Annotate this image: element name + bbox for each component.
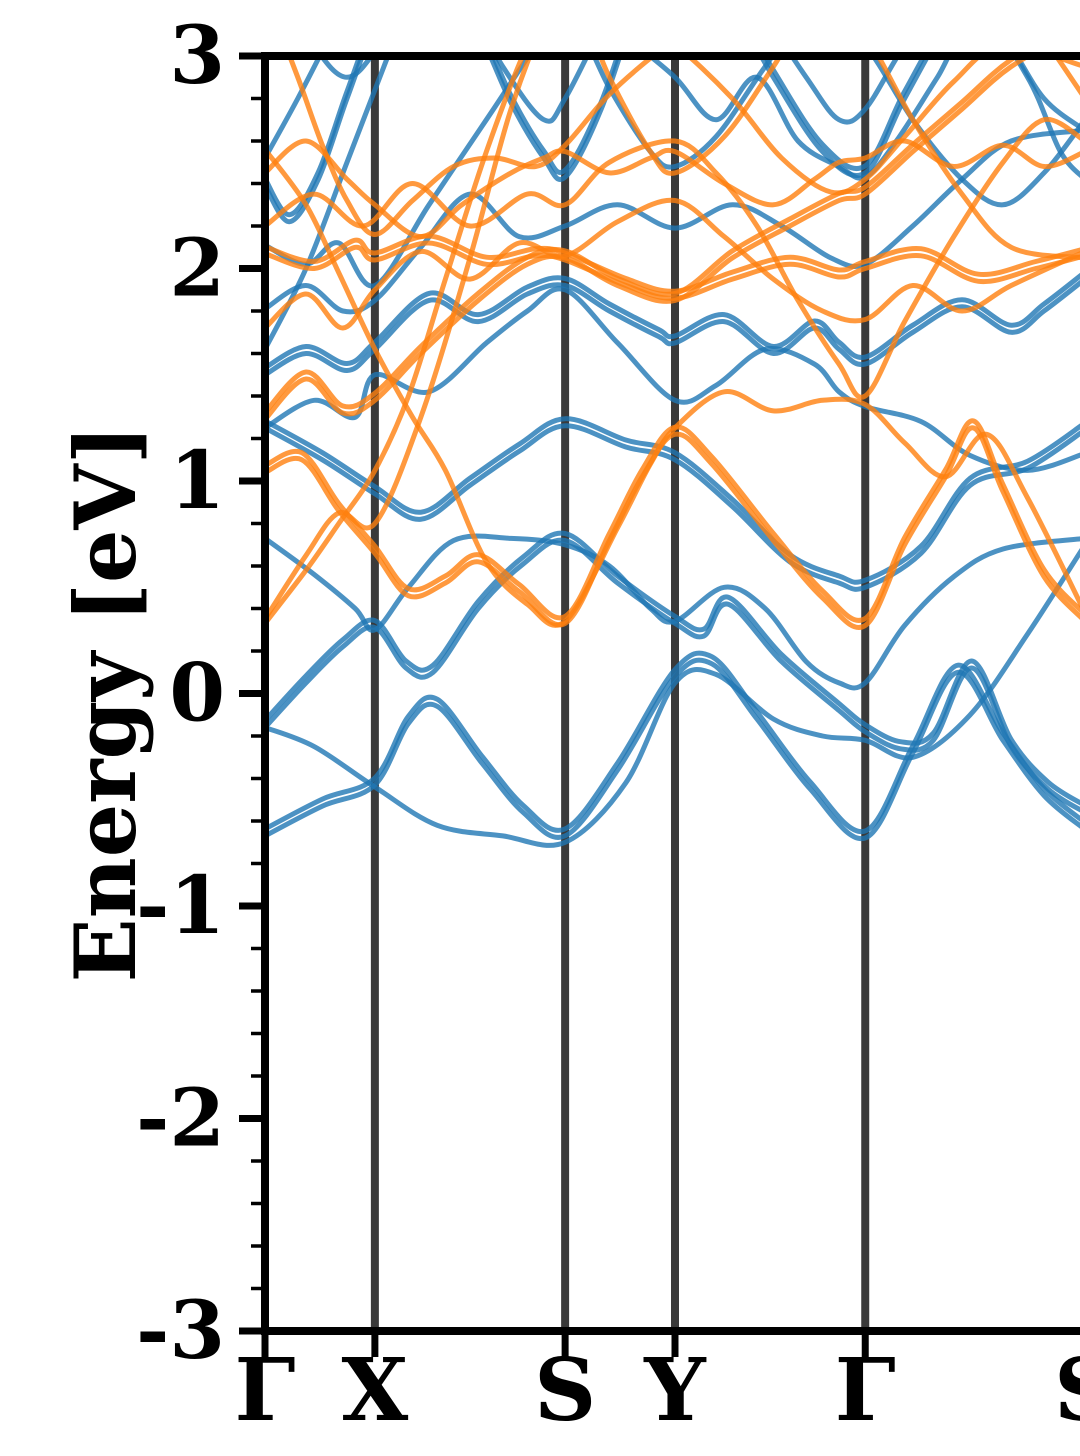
band-line-blue	[318, 56, 1080, 181]
y-tick-label: -2	[136, 1071, 225, 1165]
band-line-orange	[265, 138, 1080, 240]
x-tick-label: Y	[643, 1340, 707, 1441]
band-line-blue	[265, 56, 927, 218]
band-line-blue	[265, 530, 1080, 806]
band-line-blue	[265, 286, 1080, 473]
band-line-orange	[265, 56, 1022, 415]
band-line-orange	[265, 116, 1080, 400]
y-axis-label: Energy [eV]	[56, 425, 155, 983]
y-tick-label: -1	[136, 858, 225, 952]
band-line-orange	[265, 56, 1080, 626]
band-line-orange	[265, 233, 1080, 294]
y-tick-label: 3	[169, 16, 225, 102]
band-line-orange	[265, 56, 1033, 422]
y-tick-label: -3	[136, 1283, 225, 1377]
band-line-orange	[265, 56, 1080, 622]
band-line-blue	[265, 423, 1080, 592]
band-line-orange	[287, 56, 1080, 237]
orange-bands	[265, 56, 1080, 630]
y-tick-label: 1	[169, 433, 225, 527]
x-tick-label: S	[1054, 1340, 1080, 1441]
band-line-orange	[265, 147, 1080, 628]
band-line-blue	[265, 533, 1080, 691]
band-line-blue	[265, 537, 1080, 813]
x-tick-label: X	[342, 1340, 409, 1441]
band-line-blue	[265, 657, 1080, 842]
band-line-blue	[265, 416, 1080, 585]
band-line-blue	[265, 56, 391, 352]
band-line-orange	[265, 240, 1080, 301]
y-tick-label: 0	[169, 646, 225, 740]
band-line-blue	[265, 650, 1080, 835]
band-line-orange	[265, 418, 1080, 623]
band-line-blue	[265, 279, 1080, 378]
y-tick-label: 2	[169, 221, 225, 315]
x-tick-label: Γ	[835, 1340, 896, 1441]
x-tick-label: Γ	[234, 1340, 295, 1441]
band-line-blue	[265, 547, 1080, 848]
band-line-blue	[265, 128, 1080, 315]
x-tick-label: S	[534, 1340, 596, 1441]
